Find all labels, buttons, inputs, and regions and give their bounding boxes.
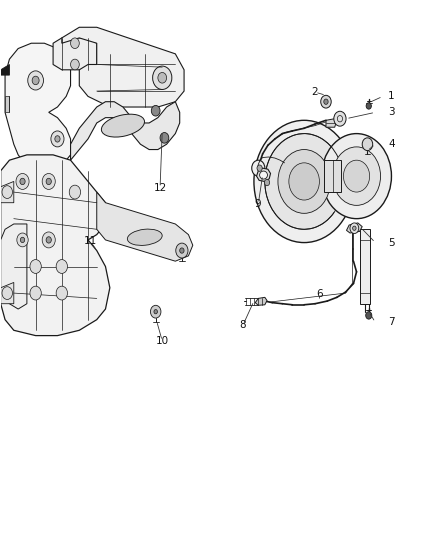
Circle shape bbox=[321, 95, 331, 108]
Circle shape bbox=[17, 233, 28, 247]
Ellipse shape bbox=[101, 114, 145, 137]
Circle shape bbox=[151, 106, 160, 116]
Circle shape bbox=[55, 136, 60, 142]
Circle shape bbox=[160, 133, 169, 143]
Polygon shape bbox=[5, 96, 10, 112]
Circle shape bbox=[321, 134, 392, 219]
Circle shape bbox=[71, 59, 79, 70]
Polygon shape bbox=[255, 297, 267, 305]
Text: 6: 6 bbox=[316, 289, 323, 299]
Circle shape bbox=[42, 173, 55, 189]
Text: 3: 3 bbox=[388, 107, 395, 117]
Circle shape bbox=[56, 260, 67, 273]
Circle shape bbox=[252, 160, 265, 176]
Text: 4: 4 bbox=[388, 139, 395, 149]
Circle shape bbox=[51, 131, 64, 147]
Circle shape bbox=[46, 237, 51, 243]
Circle shape bbox=[32, 76, 39, 85]
Circle shape bbox=[56, 286, 67, 300]
Circle shape bbox=[2, 287, 12, 300]
Circle shape bbox=[152, 66, 172, 90]
Polygon shape bbox=[326, 119, 336, 127]
Circle shape bbox=[362, 138, 373, 151]
Circle shape bbox=[150, 305, 161, 318]
Circle shape bbox=[343, 160, 370, 192]
Polygon shape bbox=[62, 27, 184, 107]
Circle shape bbox=[2, 185, 12, 198]
Circle shape bbox=[20, 178, 25, 184]
Circle shape bbox=[42, 232, 55, 248]
Ellipse shape bbox=[127, 229, 162, 245]
Circle shape bbox=[324, 99, 328, 104]
Circle shape bbox=[180, 248, 184, 253]
Text: 8: 8 bbox=[240, 320, 246, 330]
Polygon shape bbox=[360, 229, 370, 304]
Polygon shape bbox=[1, 282, 14, 304]
Text: 5: 5 bbox=[388, 238, 395, 247]
Text: 7: 7 bbox=[388, 317, 395, 327]
Ellipse shape bbox=[260, 171, 268, 179]
Circle shape bbox=[16, 173, 29, 189]
Polygon shape bbox=[71, 102, 180, 160]
Circle shape bbox=[30, 260, 41, 273]
Polygon shape bbox=[1, 64, 10, 75]
Circle shape bbox=[289, 163, 319, 200]
Polygon shape bbox=[1, 155, 110, 336]
Circle shape bbox=[30, 286, 41, 300]
Text: 2: 2 bbox=[312, 87, 318, 97]
Text: 11: 11 bbox=[84, 236, 97, 246]
Circle shape bbox=[353, 226, 356, 230]
Circle shape bbox=[350, 223, 359, 233]
Polygon shape bbox=[324, 160, 341, 192]
Polygon shape bbox=[257, 168, 271, 181]
Text: 1: 1 bbox=[388, 91, 395, 101]
Circle shape bbox=[366, 312, 372, 319]
Circle shape bbox=[332, 147, 381, 205]
Text: 10: 10 bbox=[155, 336, 169, 346]
Polygon shape bbox=[1, 181, 14, 203]
Polygon shape bbox=[5, 43, 71, 171]
Circle shape bbox=[158, 72, 166, 83]
Polygon shape bbox=[53, 38, 97, 70]
Circle shape bbox=[20, 237, 25, 243]
Circle shape bbox=[154, 310, 157, 314]
Polygon shape bbox=[97, 192, 193, 261]
Circle shape bbox=[265, 179, 270, 185]
Circle shape bbox=[69, 185, 81, 199]
Circle shape bbox=[334, 111, 346, 126]
Circle shape bbox=[257, 165, 262, 171]
Text: 9: 9 bbox=[254, 199, 261, 209]
Circle shape bbox=[265, 134, 343, 229]
Circle shape bbox=[278, 150, 330, 213]
Circle shape bbox=[71, 38, 79, 49]
Polygon shape bbox=[1, 224, 27, 309]
Polygon shape bbox=[346, 223, 362, 233]
Circle shape bbox=[254, 120, 354, 243]
Circle shape bbox=[46, 178, 51, 184]
Text: 12: 12 bbox=[153, 183, 167, 193]
Circle shape bbox=[28, 71, 43, 90]
Circle shape bbox=[176, 243, 188, 258]
Circle shape bbox=[366, 103, 371, 109]
